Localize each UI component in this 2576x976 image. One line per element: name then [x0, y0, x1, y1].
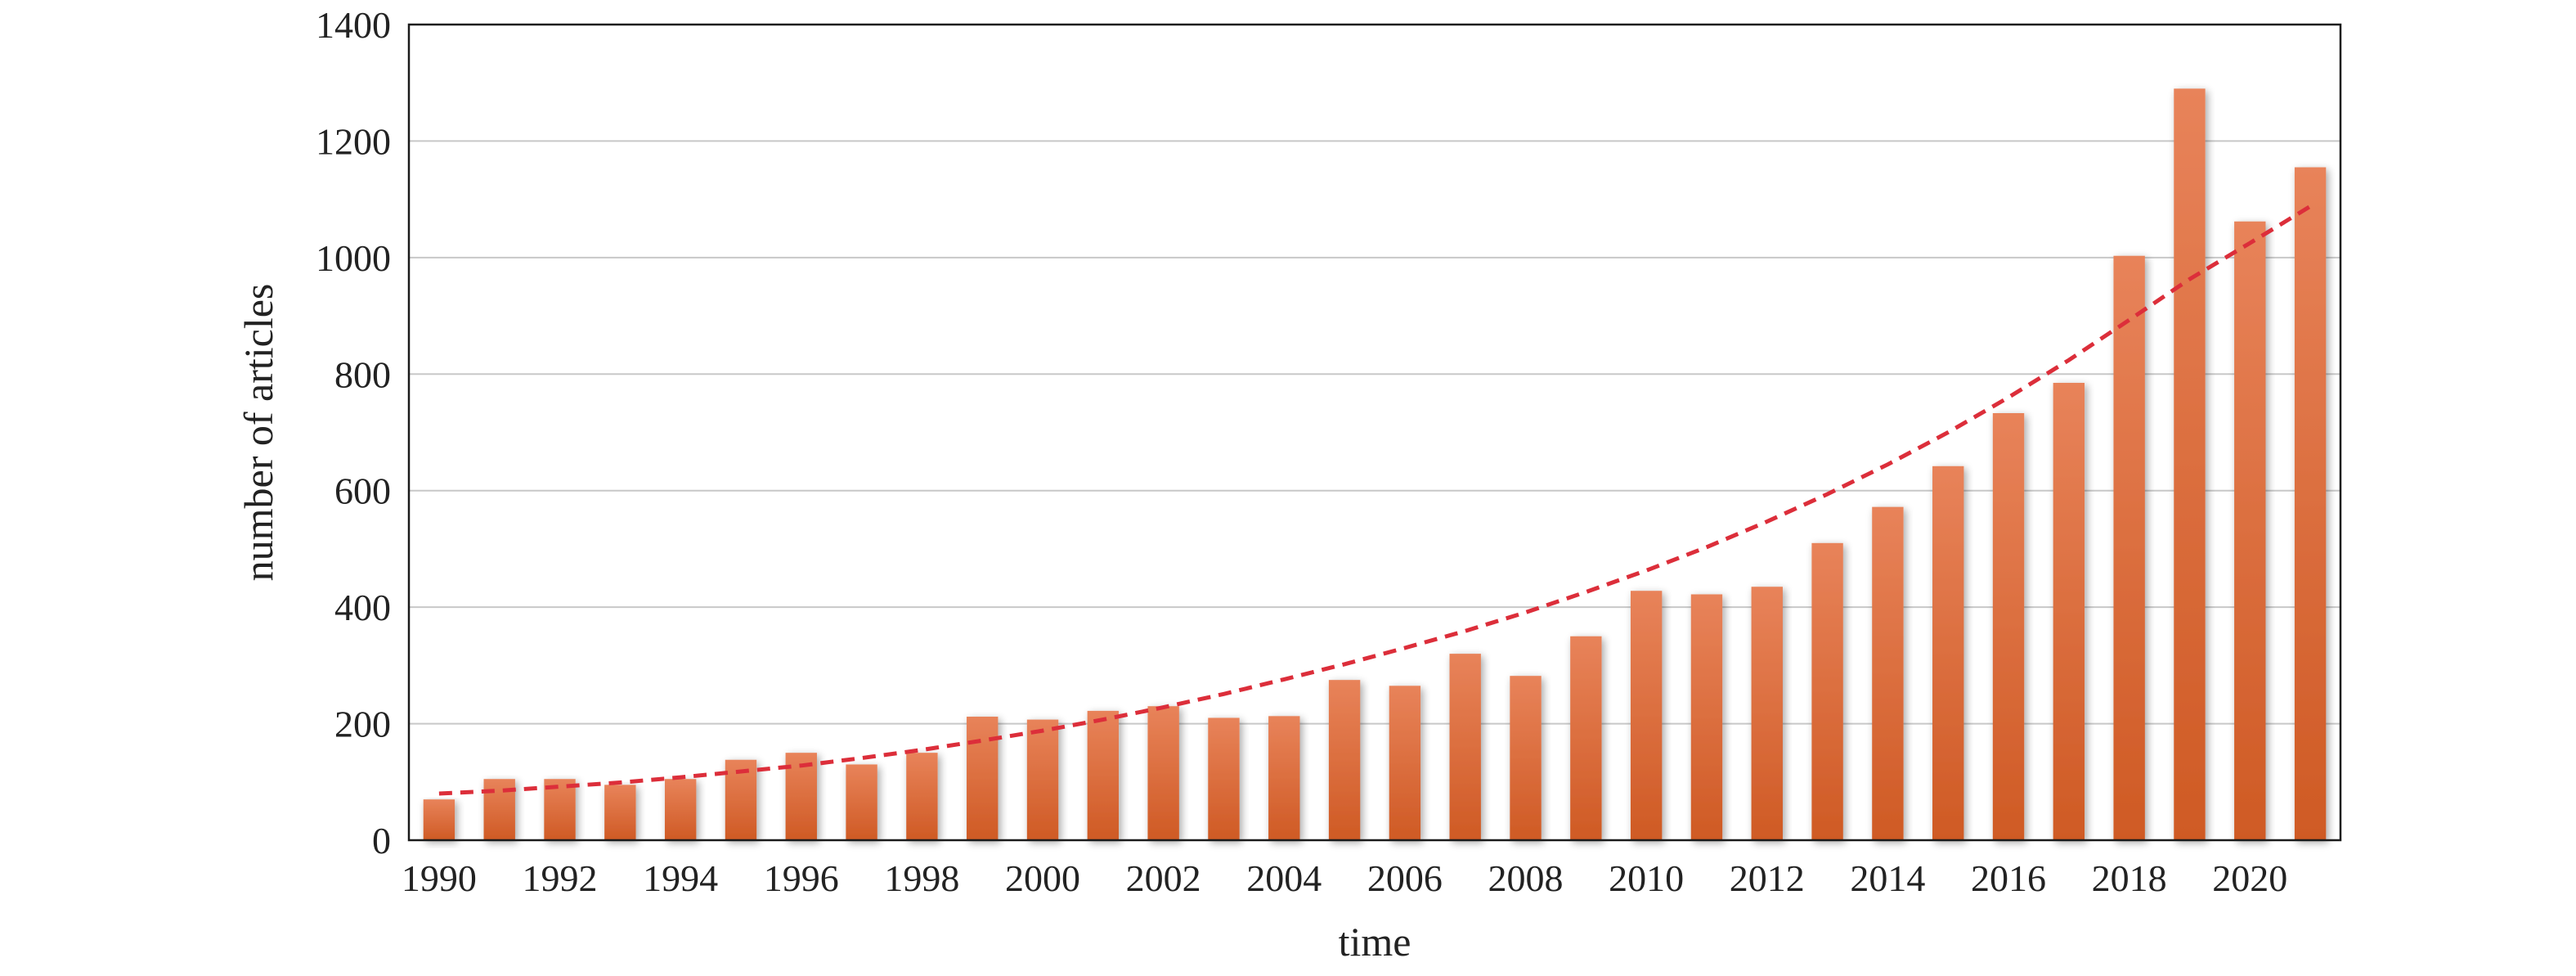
y-tick-label: 800: [334, 353, 391, 395]
bar-2010: [1630, 591, 1663, 840]
x-tick-label: 1992: [523, 857, 598, 899]
x-tick-label: 2018: [2092, 857, 2167, 899]
x-tick-label: 2002: [1126, 857, 1201, 899]
bar-1994: [664, 779, 697, 840]
bars: [423, 88, 2327, 841]
bar-2006: [1389, 686, 1421, 840]
bar-2018: [2113, 255, 2145, 840]
x-axis-title: time: [1339, 919, 1411, 965]
x-tick-label: 1996: [764, 857, 839, 899]
x-tick-label: 2020: [2212, 857, 2287, 899]
bar-2020: [2234, 221, 2266, 840]
trendline: [438, 205, 2312, 796]
bar-2012: [1751, 587, 1783, 840]
y-axis-ticks: 0 200 400 600 800 1000 1200 1400: [316, 4, 391, 861]
bar-1998: [906, 753, 938, 840]
y-tick-label: 1000: [316, 237, 391, 279]
plot-area-border: [407, 23, 2342, 842]
bar-2004: [1268, 716, 1300, 840]
x-tick-label: 2008: [1488, 857, 1564, 899]
x-tick-label: 2000: [1005, 857, 1080, 899]
bar-2015: [1932, 466, 1964, 840]
x-tick-label: 1990: [402, 857, 477, 899]
bar-1990: [423, 799, 456, 840]
x-tick-label: 2014: [1850, 857, 1925, 899]
bar-2003: [1208, 717, 1240, 840]
y-tick-label: 400: [334, 587, 391, 628]
bar-2016: [1992, 412, 2025, 841]
x-tick-label: 1994: [643, 857, 718, 899]
y-tick-label: 1400: [316, 4, 391, 46]
bar-2014: [1872, 506, 1904, 840]
bar-1993: [604, 785, 636, 840]
x-tick-label: 2006: [1367, 857, 1443, 899]
x-tick-label: 2010: [1609, 857, 1684, 899]
bar-2001: [1087, 710, 1120, 840]
bar-1997: [846, 764, 877, 840]
bar-2007: [1449, 654, 1481, 840]
bar-1999: [967, 717, 999, 840]
bar-2013: [1811, 542, 1843, 840]
trendline-layer: [438, 205, 2312, 796]
gridlines: [409, 140, 2340, 725]
x-tick-label: 2016: [1971, 857, 2046, 899]
x-tick-label: 2012: [1730, 857, 1805, 899]
x-axis-ticks: 1990 1992 1994 1996 1998 2000 2002 2004 2006 2008…: [402, 857, 2287, 899]
bar-2000: [1026, 719, 1059, 840]
bar-2021: [2294, 167, 2327, 841]
y-tick-label: 1200: [316, 120, 391, 162]
bar-2009: [1570, 636, 1602, 840]
bar-2008: [1510, 676, 1542, 840]
y-tick-label: 600: [334, 470, 391, 512]
bar-2005: [1328, 680, 1361, 840]
bar-2017: [2053, 382, 2085, 840]
bar-2011: [1690, 594, 1723, 840]
y-tick-label: 0: [372, 820, 391, 861]
x-tick-label: 2004: [1246, 857, 1322, 899]
bar-2002: [1147, 706, 1179, 840]
y-axis-title: number of articles: [236, 284, 281, 582]
bar-2019: [2174, 88, 2206, 841]
x-tick-label: 1998: [884, 857, 959, 899]
y-tick-label: 200: [334, 704, 391, 745]
